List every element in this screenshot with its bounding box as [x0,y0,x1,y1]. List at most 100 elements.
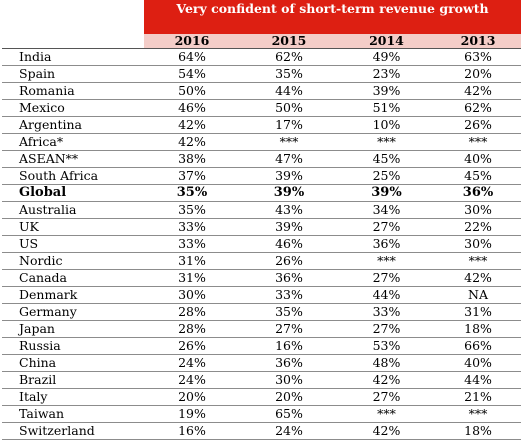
value-cell-2016: 35% [144,201,240,219]
value-cell-2016: 31% [144,252,240,270]
value-cell-2016: 42% [144,133,240,151]
value-cell-2013: 20% [435,65,522,83]
value-cell-2016: 42% [144,116,240,134]
value-cell-2016: 54% [144,65,240,83]
title-row: Very confident of short-term revenue gro… [2,0,522,34]
country-cell: South Africa [2,167,144,185]
country-cell: India [2,48,144,66]
value-cell-2015: 62% [240,48,338,66]
table-row: Romania 50% 44% 39% 42% [2,82,522,100]
table-row: Australia 35% 43% 34% 30% [2,201,522,219]
value-cell-2013: 31% [435,303,522,321]
value-cell-2016: 31% [144,269,240,287]
value-cell-2013: 45% [435,167,522,185]
value-cell-2013: *** [435,252,522,270]
value-cell-2015: 39% [240,167,338,185]
value-cell-2016: 19% [144,405,240,423]
country-cell: Brazil [2,371,144,389]
table-row: Brazil 24% 30% 42% 44% [2,371,522,389]
value-cell-2014: *** [338,252,435,270]
value-cell-2015: 39% [240,218,338,236]
table-row: Russia 26% 16% 53% 66% [2,337,522,355]
value-cell-2016: 28% [144,303,240,321]
value-cell-2015: 44% [240,82,338,100]
value-cell-2014: 39% [338,184,435,202]
table-row: Switzerland 16% 24% 42% 18% [2,422,522,440]
value-cell-2015: 26% [240,252,338,270]
country-cell: Canada [2,269,144,287]
value-cell-2016: 20% [144,388,240,406]
value-cell-2015: 36% [240,354,338,372]
value-cell-2016: 33% [144,235,240,253]
value-cell-2015: 20% [240,388,338,406]
value-cell-2013: 66% [435,337,522,355]
year-header-2014: 2014 [338,34,435,49]
value-cell-2015: 17% [240,116,338,134]
country-cell: Mexico [2,99,144,117]
value-cell-2014: 49% [338,48,435,66]
country-cell: Switzerland [2,422,144,440]
country-header-blank [2,34,144,49]
value-cell-2014: 53% [338,337,435,355]
value-cell-2013: 36% [435,184,522,202]
value-cell-2015: 46% [240,235,338,253]
value-cell-2014: 27% [338,320,435,338]
value-cell-2014: 45% [338,150,435,168]
country-cell: US [2,235,144,253]
table-row: Italy 20% 20% 27% 21% [2,388,522,406]
value-cell-2013: 42% [435,269,522,287]
value-cell-2015: 24% [240,422,338,440]
country-cell: Russia [2,337,144,355]
value-cell-2013: 42% [435,82,522,100]
country-cell: Spain [2,65,144,83]
value-cell-2013: 40% [435,354,522,372]
table-row: ASEAN** 38% 47% 45% 40% [2,150,522,168]
table-row: India 64% 62% 49% 63% [2,48,522,66]
table-body: India 64% 62% 49% 63% Spain 54% 35% 23% 20% Romani… [2,48,522,440]
value-cell-2014: 27% [338,218,435,236]
value-cell-2013: 63% [435,48,522,66]
table-row: China 24% 36% 48% 40% [2,354,522,372]
table-row: US 33% 46% 36% 30% [2,235,522,253]
country-cell: Australia [2,201,144,219]
table-row: Argentina 42% 17% 10% 26% [2,116,522,134]
value-cell-2016: 46% [144,99,240,117]
table-row: Spain 54% 35% 23% 20% [2,65,522,83]
year-header-2013: 2013 [435,34,522,49]
table-row: Mexico 46% 50% 51% 62% [2,99,522,117]
country-cell: UK [2,218,144,236]
value-cell-2014: *** [338,133,435,151]
value-cell-2013: 30% [435,201,522,219]
table-row: Africa* 42% *** *** *** [2,133,522,151]
value-cell-2016: 30% [144,286,240,304]
table-row: Canada 31% 36% 27% 42% [2,269,522,287]
value-cell-2015: 65% [240,405,338,423]
value-cell-2015: 35% [240,303,338,321]
value-cell-2014: 39% [338,82,435,100]
value-cell-2016: 24% [144,354,240,372]
value-cell-2015: 43% [240,201,338,219]
value-cell-2014: 25% [338,167,435,185]
value-cell-2013: NA [435,286,522,304]
value-cell-2016: 16% [144,422,240,440]
title-blank-cell [2,0,144,34]
value-cell-2014: 51% [338,99,435,117]
country-cell: Nordic [2,252,144,270]
country-cell: ASEAN** [2,150,144,168]
value-cell-2016: 35% [144,184,240,202]
table-row: Germany 28% 35% 33% 31% [2,303,522,321]
table-row: Global 35% 39% 39% 36% [2,184,522,202]
value-cell-2015: 36% [240,269,338,287]
value-cell-2016: 24% [144,371,240,389]
value-cell-2014: 34% [338,201,435,219]
country-cell: Global [2,184,144,202]
value-cell-2014: *** [338,405,435,423]
value-cell-2016: 50% [144,82,240,100]
country-cell: Denmark [2,286,144,304]
year-header-2016: 2016 [144,34,240,49]
year-header-row: 2016 2015 2014 2013 [2,34,522,49]
value-cell-2013: *** [435,133,522,151]
table-row: UK 33% 39% 27% 22% [2,218,522,236]
table-row: Denmark 30% 33% 44% NA [2,286,522,304]
